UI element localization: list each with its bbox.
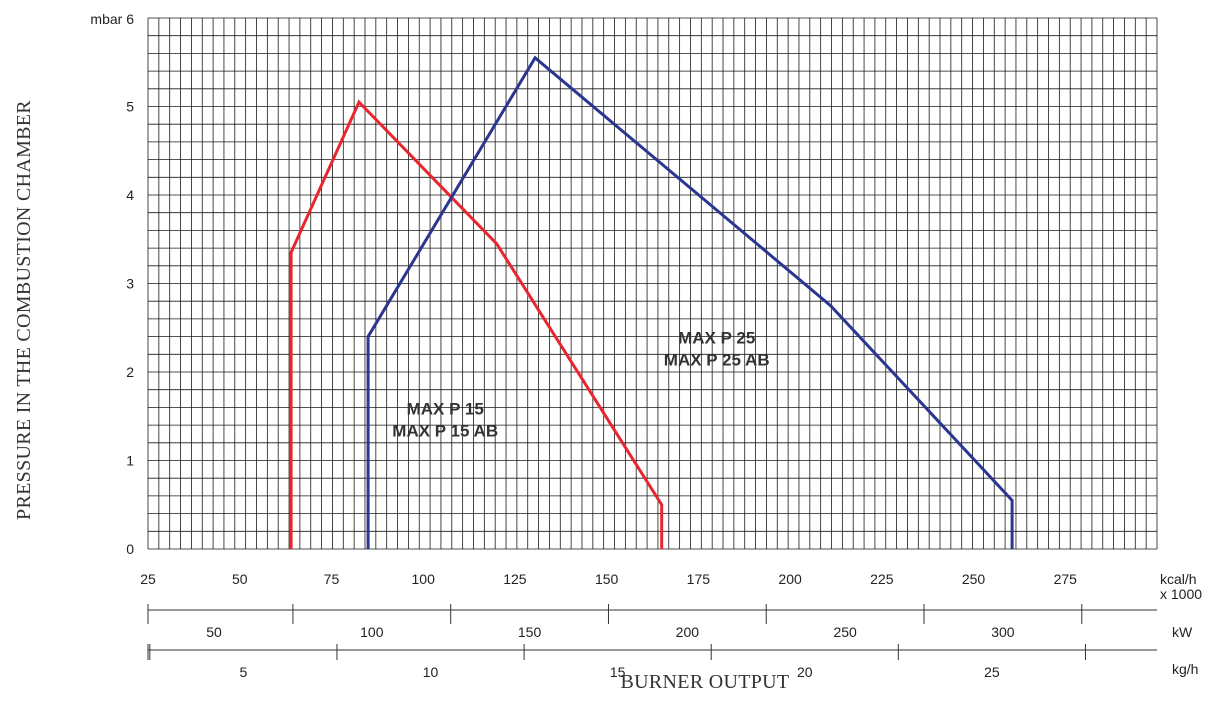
chart-grid bbox=[147, 17, 1158, 550]
series-label-line2: MAX P 25 AB bbox=[664, 350, 770, 369]
x-tick-label: 175 bbox=[687, 571, 711, 587]
secondary-tick-label: 300 bbox=[991, 624, 1015, 640]
secondary-axis-unit: kg/h bbox=[1172, 661, 1198, 677]
x-tick-label: 225 bbox=[870, 571, 894, 587]
y-tick-label: 2 bbox=[126, 364, 134, 380]
secondary-axes: 50 100 150 200 250 300 kW 5 10 15 20 25 kg/h bbox=[147, 604, 1198, 680]
y-tick-label: 3 bbox=[126, 276, 134, 292]
x-tick-label: 125 bbox=[503, 571, 527, 587]
x-tick-label: 150 bbox=[595, 571, 619, 587]
x-tick-label: 200 bbox=[778, 571, 802, 587]
x-tick-label: 250 bbox=[962, 571, 986, 587]
x-axis-unit-multiplier: x 1000 bbox=[1160, 586, 1202, 602]
secondary-tick-label: 20 bbox=[797, 664, 813, 680]
secondary-tick-label: 10 bbox=[423, 664, 439, 680]
series-label: MAX P 25 bbox=[678, 328, 755, 347]
secondary-tick-label: 15 bbox=[610, 664, 626, 680]
secondary-tick-label: 100 bbox=[360, 624, 384, 640]
series-line-2 bbox=[366, 55, 1014, 549]
secondary-tick-label: 5 bbox=[239, 664, 247, 680]
x-tick-label: 25 bbox=[140, 571, 156, 587]
y-tick-label: 1 bbox=[126, 453, 134, 469]
x-tick-label: 50 bbox=[232, 571, 248, 587]
x-tick-label: 100 bbox=[412, 571, 436, 587]
x-tick-label: 75 bbox=[324, 571, 340, 587]
series-line-1 bbox=[289, 99, 664, 549]
x-axis-unit: kcal/h bbox=[1160, 571, 1197, 587]
x-axis-label: BURNER OUTPUT bbox=[621, 671, 790, 693]
labels-layer: 0 1 2 3 4 5 25 50 75 100 125 150 175 200 225 250 275 MAX … bbox=[126, 99, 1077, 588]
y-tick-label: 0 bbox=[126, 541, 134, 557]
y-axis-top-label: mbar 6 bbox=[90, 11, 134, 27]
secondary-tick-label: 150 bbox=[518, 624, 542, 640]
secondary-tick-label: 25 bbox=[984, 664, 1000, 680]
y-tick-label: 4 bbox=[126, 187, 134, 203]
y-tick-label: 5 bbox=[126, 99, 134, 115]
secondary-axis-unit: kW bbox=[1172, 624, 1193, 640]
secondary-tick-label: 200 bbox=[676, 624, 700, 640]
y-axis-label: PRESSURE IN THE COMBUSTION CHAMBER bbox=[13, 100, 35, 520]
x-tick-label: 275 bbox=[1054, 571, 1078, 587]
secondary-tick-label: 250 bbox=[833, 624, 857, 640]
series-layer bbox=[289, 55, 1014, 549]
secondary-tick-label: 50 bbox=[206, 624, 222, 640]
series-label-line2: MAX P 15 AB bbox=[392, 421, 498, 440]
series-label: MAX P 15 bbox=[407, 399, 484, 418]
